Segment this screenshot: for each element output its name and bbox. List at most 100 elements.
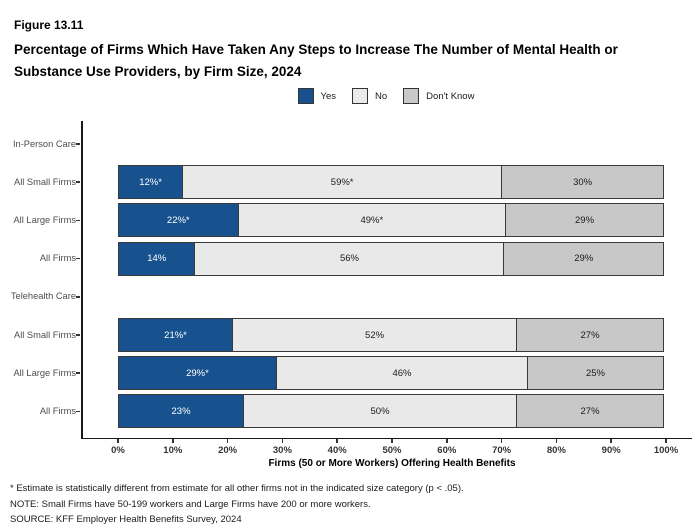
bar-segment-don-t-know: 29% — [505, 203, 664, 238]
bar-segment-no: 46% — [275, 356, 528, 391]
legend-label: Yes — [320, 90, 337, 102]
bar-segment-no: 52% — [232, 318, 518, 352]
legend-swatch-icon — [403, 88, 420, 104]
segment-value-label: 23% — [171, 405, 191, 417]
y-axis-tick — [76, 410, 80, 413]
y-axis-label: All Large Firms — [13, 214, 76, 225]
x-axis-tick — [226, 439, 229, 443]
x-axis-tick — [665, 439, 667, 443]
figure-header: Figure 13.11 Percentage of Firms Which H… — [14, 18, 690, 82]
segment-value-label: 56% — [339, 253, 359, 265]
segment-value-label: 29% — [574, 253, 594, 265]
bar-row-all-firms: 23% 50% 27% — [118, 394, 666, 429]
bar-segment-don-t-know: 30% — [501, 165, 664, 200]
x-axis-tick — [336, 439, 338, 443]
segment-value-label: 21%* — [164, 329, 187, 341]
segment-value-label: 14% — [147, 253, 167, 265]
bar-segment-yes: 23% — [118, 394, 245, 429]
segment-value-label: 30% — [573, 176, 593, 188]
footnote-line-1: * Estimate is statistically different fr… — [10, 483, 464, 494]
footnotes: * Estimate is statistically different fr… — [10, 481, 690, 525]
bar-segment-yes: 29%* — [118, 356, 277, 391]
y-axis-label: All Large Firms — [13, 367, 76, 378]
segment-value-label: 27% — [580, 405, 600, 417]
y-axis-label: All Small Firms — [14, 176, 76, 187]
segment-value-label: 50% — [370, 405, 390, 417]
bar-segment-don-t-know: 25% — [526, 356, 664, 391]
bar-row-all-large-firms: 29%* 46% 25% — [118, 356, 666, 391]
y-axis-tick — [76, 296, 80, 298]
x-axis-tick-label: 100% — [653, 445, 679, 456]
legend-label: No — [375, 90, 388, 102]
bar-segment-no: 49%* — [237, 203, 507, 238]
x-axis-tick — [446, 439, 448, 443]
y-axis-tick — [76, 143, 80, 145]
x-axis-tick-label: 10% — [163, 445, 183, 456]
y-axis-tick — [76, 181, 80, 183]
x-axis-tick-label: 60% — [437, 445, 457, 456]
bar-segment-don-t-know: 29% — [503, 241, 664, 276]
segment-value-label: 52% — [365, 329, 385, 341]
bar-segment-yes: 22%* — [118, 203, 239, 238]
bar-row-all-firms: 14% 56% 29% — [118, 241, 666, 276]
x-axis-tick — [500, 439, 503, 443]
y-axis-label: All Firms — [39, 405, 76, 416]
x-axis-tick — [555, 439, 558, 443]
y-axis-tick — [76, 257, 80, 260]
y-axis-line — [81, 121, 83, 439]
legend-swatch-icon — [297, 88, 314, 104]
bar-segment-yes: 12%* — [118, 165, 184, 200]
bar-segment-yes: 21%* — [118, 318, 234, 352]
footnote-line-3: SOURCE: KFF Employer Health Benefits Sur… — [10, 514, 242, 525]
chart-title-line-1: Percentage of Firms Which Have Taken Any… — [14, 42, 618, 57]
bar-row-all-small-firms: 12%* 59%* 30% — [118, 165, 666, 200]
y-axis-label: Telehealth Care — [10, 291, 76, 302]
x-axis-tick — [281, 439, 284, 443]
segment-value-label: 27% — [580, 329, 600, 341]
x-axis-line — [81, 437, 692, 439]
segment-value-label: 12%* — [139, 176, 162, 188]
x-axis-tick-label: 80% — [546, 445, 566, 456]
segment-value-label: 25% — [585, 367, 605, 379]
x-axis-tick — [610, 439, 612, 443]
x-axis-tick — [117, 439, 119, 443]
x-axis-tick-label: 0% — [111, 445, 125, 456]
x-axis-tick-label: 40% — [327, 445, 347, 456]
x-axis-tick-label: 90% — [601, 445, 621, 456]
bar-row-all-large-firms: 22%* 49%* 29% — [118, 203, 666, 238]
bar-row-all-small-firms: 21%* 52% 27% — [118, 318, 666, 352]
legend-swatch-icon — [352, 88, 369, 104]
legend-item-don-t-know: Don't Know — [403, 88, 474, 104]
y-axis-tick — [76, 372, 80, 374]
y-axis-label: All Firms — [39, 253, 76, 264]
figure-number: Figure 13.11 — [14, 18, 84, 32]
y-axis-tick — [76, 219, 80, 222]
bar-segment-no: 59%* — [182, 165, 503, 200]
x-axis-tick-label: 30% — [272, 445, 292, 456]
footnote-line-2: NOTE: Small Firms have 50-199 workers an… — [10, 498, 371, 510]
chart-title-line-2: Substance Use Providers, by Firm Size, 2… — [14, 63, 302, 79]
bar-segment-no: 50% — [243, 394, 518, 429]
y-axis-label: In-Person Care — [12, 138, 76, 149]
x-axis-tick-label: 70% — [492, 445, 512, 456]
segment-value-label: 59%* — [330, 176, 354, 188]
legend-label: Don't Know — [426, 90, 475, 102]
x-axis-tick — [172, 439, 174, 443]
x-axis-tick-label: 50% — [382, 445, 402, 456]
legend: Yes No Don't Know — [80, 87, 692, 105]
segment-value-label: 49%* — [360, 214, 384, 226]
legend-item-yes: Yes — [297, 88, 337, 104]
segment-value-label: 29%* — [186, 367, 209, 379]
legend-item-no: No — [352, 88, 387, 104]
y-axis-tick — [76, 334, 80, 336]
x-axis-title: Firms (50 or More Workers) Offering Heal… — [268, 458, 516, 469]
x-axis-tick-label: 20% — [218, 445, 238, 456]
bar-segment-don-t-know: 27% — [516, 318, 664, 352]
bar-segment-yes: 14% — [118, 241, 196, 276]
bar-segment-no: 56% — [194, 241, 505, 276]
segment-value-label: 22%* — [166, 214, 190, 226]
segment-value-label: 29% — [575, 214, 595, 226]
y-axis-label: All Small Firms — [14, 329, 76, 340]
